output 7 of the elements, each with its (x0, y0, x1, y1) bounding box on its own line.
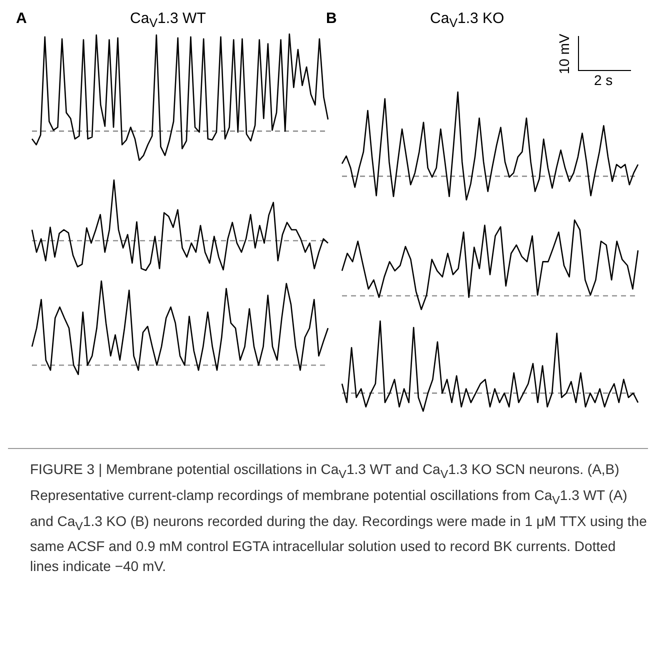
text: FIGURE 3 | Membrane potential oscillations in Ca$_{V}$1.3 WT and Ca$_{V}$1.3 KO SCN neurons. (A,B) Representative current-clamp recordings of membrane potential oscillations from Ca$_{V}$1.3 WT (A) and Ca$_{V}$1.3 KO (B) neurons recorded during the day. Recordings were made in 1 μM TTX using the same ACSF and 0.9 mM control EGTA intracellular solution used to record BK currents. Dotted lines indicate −40 mV. (30, 461, 647, 574)
chart-title: Ca$_{V}$1.3 KO (430, 10, 504, 30)
chart-title: Ca$_{V}$1.3 WT (130, 10, 206, 30)
text: 2 s (594, 72, 613, 88)
text: B (326, 10, 337, 27)
text: 10 mV (556, 34, 572, 74)
text: A (16, 10, 27, 27)
